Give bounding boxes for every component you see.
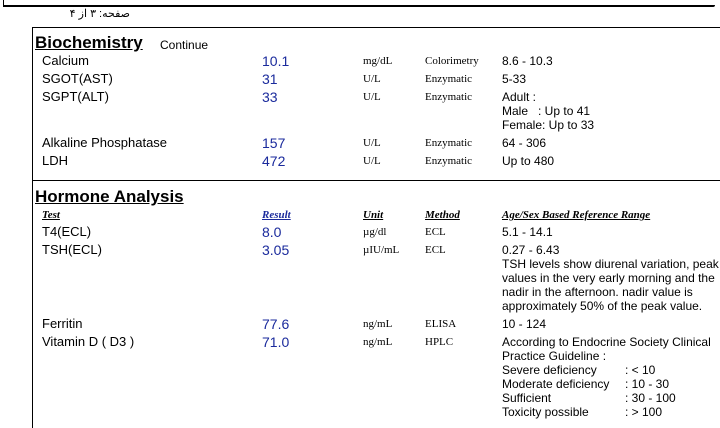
result: 77.6	[262, 316, 290, 332]
reference-range: 8.6 - 10.3	[502, 54, 553, 68]
column-header: Unit	[363, 209, 384, 221]
section-title: Hormone Analysis	[35, 187, 184, 206]
column-header: Method	[425, 209, 460, 221]
result: 31	[262, 71, 278, 87]
range-label: Toxicity possible	[502, 405, 589, 419]
test-name: Calcium	[42, 53, 89, 68]
range-label: Sufficient	[502, 391, 552, 405]
unit: U/L	[363, 137, 381, 149]
unit: ng/mL	[363, 336, 393, 348]
reference-range: 64 - 306	[502, 136, 547, 150]
reference-range: Practice Guideline :	[502, 349, 607, 363]
test-name: Alkaline Phosphatase	[42, 135, 168, 150]
reference-range: Male : Up to 41	[502, 104, 591, 118]
method: Enzymatic	[425, 91, 473, 103]
method: Enzymatic	[425, 155, 473, 167]
reference-range: According to Endocrine Society Clinical	[502, 335, 711, 349]
reference-range: 5.1 - 14.1	[502, 225, 553, 239]
range-label: Moderate deficiency	[502, 377, 610, 391]
result: 8.0	[262, 224, 282, 240]
method: ECL	[425, 226, 446, 238]
test-name: T4(ECL)	[42, 224, 92, 239]
result: 71.0	[262, 334, 290, 350]
method: HPLC	[425, 336, 454, 348]
method: ELISA	[425, 318, 457, 330]
reference-range: approximately 50% of the peak value.	[502, 299, 703, 313]
reference-range: Female: Up to 33	[502, 118, 595, 132]
section-subtitle: Continue	[160, 38, 209, 52]
method: ECL	[425, 244, 446, 256]
reference-range: nadir in the afternoon. nadir value is	[502, 285, 693, 299]
method: Colorimetry	[425, 55, 479, 67]
method: Enzymatic	[425, 73, 473, 85]
test-name: SGPT(ALT)	[42, 89, 109, 104]
range-value: : < 10	[625, 363, 656, 377]
test-name: LDH	[42, 153, 69, 168]
column-header: Test	[42, 209, 60, 221]
unit: µg/dl	[363, 226, 387, 238]
test-name: Vitamin D ( D3 )	[42, 334, 135, 349]
rule	[32, 27, 33, 428]
result: 472	[262, 153, 286, 169]
reference-range: values in the very early morning and the	[502, 271, 715, 285]
reference-range: 10 - 124	[502, 317, 547, 331]
column-header: Result	[262, 209, 291, 221]
page-label: صفحه: ۳ از ۴	[69, 8, 130, 20]
result: 157	[262, 135, 286, 151]
reference-range: Adult :	[502, 90, 537, 104]
result: 33	[262, 89, 278, 105]
unit: µIU/mL	[363, 244, 400, 256]
test-name: SGOT(AST)	[42, 71, 113, 86]
result: 3.05	[262, 242, 290, 258]
frame	[3, 5, 715, 7]
range-label: Severe deficiency	[502, 363, 597, 377]
section-rule	[32, 180, 720, 181]
unit: ng/mL	[363, 318, 393, 330]
result: 10.1	[262, 53, 290, 69]
unit: U/L	[363, 155, 381, 167]
unit: mg/dL	[363, 55, 393, 67]
test-name: TSH(ECL)	[42, 242, 102, 257]
frame	[3, 0, 4, 6]
range-value: : > 100	[625, 405, 663, 419]
reference-range: 5-33	[502, 72, 527, 86]
section-title: Biochemistry	[35, 33, 143, 52]
reference-range: Up to 480	[502, 154, 555, 168]
method: Enzymatic	[425, 137, 473, 149]
rule	[32, 27, 720, 28]
unit: U/L	[363, 73, 381, 85]
column-header: Age/Sex Based Reference Range	[502, 209, 651, 221]
range-value: : 30 - 100	[625, 391, 676, 405]
reference-range: TSH levels show diurenal variation, peak	[502, 257, 719, 271]
reference-range: 0.27 - 6.43	[502, 243, 560, 257]
unit: U/L	[363, 91, 381, 103]
range-value: : 10 - 30	[625, 377, 670, 391]
test-name: Ferritin	[42, 316, 83, 331]
